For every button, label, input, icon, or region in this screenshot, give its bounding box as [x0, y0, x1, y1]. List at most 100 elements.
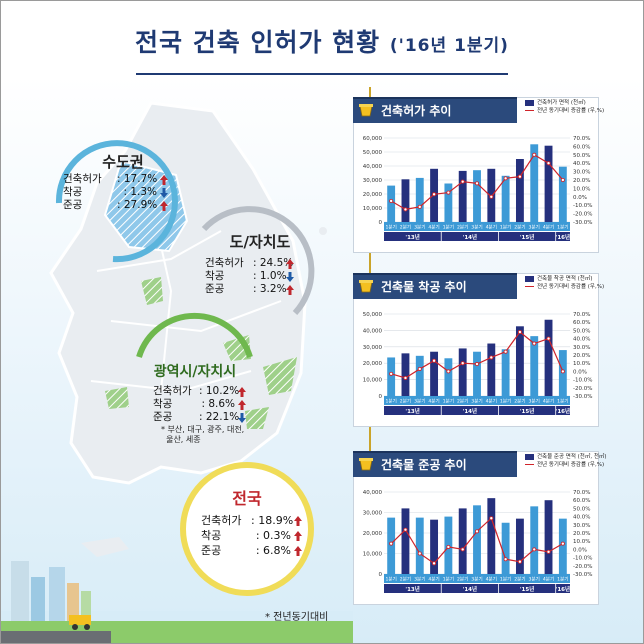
line-point	[532, 152, 537, 157]
category-label: 1분기	[443, 576, 454, 583]
legend-item-line: 전년 동기대비 증감률 (우,%)	[525, 283, 604, 291]
bar	[444, 183, 453, 222]
stat-value: : 8.6%	[201, 398, 235, 410]
line-point	[560, 541, 565, 546]
cityscape-illustration	[1, 561, 353, 643]
bar	[430, 519, 439, 574]
left-tick-label: 20,000	[363, 192, 383, 198]
category-label: 3분기	[529, 398, 540, 405]
category-label: 1분기	[385, 576, 396, 583]
stat-label: 착공	[205, 270, 225, 282]
left-tick-label: 60,000	[363, 136, 383, 142]
bar	[544, 319, 553, 396]
category-label: 3분기	[414, 398, 425, 405]
year-label: '15년	[520, 233, 534, 241]
bar	[415, 355, 424, 396]
bar	[444, 358, 453, 396]
line-point	[503, 349, 508, 354]
bar	[387, 357, 396, 396]
bar	[501, 175, 510, 222]
bar	[458, 170, 467, 222]
national-start-row: 착공: 0.3%	[201, 528, 302, 543]
legend-label: 건축물 착공 면적 (천㎡)	[537, 276, 593, 282]
year-label: '16년	[556, 233, 570, 241]
right-tick-label: 20.0%	[573, 531, 590, 537]
category-label: 2분기	[400, 398, 411, 405]
line-point	[560, 369, 565, 374]
legend-label: 전년 동기대비 증감률 (우,%)	[537, 462, 605, 468]
legend-item-bars: 건축허가 면적 (천㎡)	[525, 99, 604, 107]
national-complete-row: 준공: 6.8%	[201, 543, 302, 558]
ulleung-island	[319, 227, 327, 235]
year-band	[384, 232, 570, 241]
right-tick-label: 40.0%	[573, 337, 590, 343]
line-point	[503, 176, 508, 181]
line-point	[489, 516, 494, 521]
line-point	[532, 547, 537, 552]
stat-label: 건축허가	[205, 257, 244, 269]
right-tick-label: 30.0%	[573, 170, 590, 176]
bar	[544, 145, 553, 222]
down-arrow-icon	[238, 412, 246, 423]
bar	[558, 518, 567, 574]
right-tick-label: -20.0%	[573, 212, 592, 218]
capital-start-row: 착공: 1.3%	[63, 186, 168, 199]
line-point	[560, 178, 565, 183]
bar	[415, 517, 424, 574]
year-label: '13년	[405, 585, 419, 593]
stat-label: 착공	[201, 529, 222, 542]
year-label: '13년	[405, 233, 419, 241]
provinces-ring	[201, 206, 315, 316]
jeju-island	[81, 537, 129, 557]
category-label: 2분기	[400, 224, 411, 231]
bar	[473, 170, 481, 222]
chart-start: 0 10,000 20,000 30,000 40,000 50,000 -30.0% -20…	[363, 312, 592, 415]
category-label: 2분기	[514, 398, 525, 405]
right-tick-label: 20.0%	[573, 178, 590, 184]
left-tick-label: 30,000	[363, 345, 383, 351]
stat-label: 건축허가	[63, 173, 102, 185]
right-tick-label: 60.0%	[573, 498, 590, 504]
right-tick-label: 10.0%	[573, 186, 590, 192]
bar	[558, 166, 567, 222]
stat-label: 준공	[153, 411, 173, 423]
year-band	[384, 406, 570, 415]
category-label: 3분기	[529, 224, 540, 231]
capital-ring	[55, 140, 178, 263]
category-label: 4분기	[543, 224, 554, 231]
stat-value: : 27.9%	[117, 199, 158, 211]
right-tick-label: 50.0%	[573, 506, 590, 512]
line-point	[489, 194, 494, 199]
bucket-icon	[359, 280, 373, 293]
line-point	[417, 366, 422, 371]
bar	[458, 508, 467, 574]
line-point	[389, 199, 394, 204]
line-point	[403, 375, 408, 380]
category-label: 4분기	[486, 398, 497, 405]
category-label: 2분기	[514, 224, 525, 231]
up-arrow-icon	[294, 530, 302, 541]
stat-label: 착공	[63, 186, 83, 198]
title-sub: ('16년 1분기)	[389, 36, 509, 56]
chain-3	[369, 425, 371, 451]
left-tick-label: 10,000	[363, 206, 383, 212]
bar	[530, 336, 539, 396]
stat-label: 준공	[201, 544, 222, 557]
panel-title-permit: 건축허가 추이	[381, 104, 452, 118]
legend-start: 건축물 착공 면적 (천㎡) 전년 동기대비 증감률 (우,%)	[525, 275, 604, 291]
right-tick-label: 10.0%	[573, 361, 590, 367]
panel-title-complete: 건축물 준공 추이	[381, 458, 467, 472]
left-tick-label: 40,000	[363, 328, 383, 334]
down-arrow-icon	[160, 187, 168, 198]
category-label: 3분기	[471, 398, 482, 405]
metro-title: 광역시/자치시	[153, 364, 237, 380]
left-tick-label: 30,000	[363, 178, 383, 184]
right-tick-label: 0.0%	[573, 195, 587, 201]
provinces-permit-row: 건축허가: 24.5%	[205, 257, 294, 270]
line-point	[389, 541, 394, 546]
up-arrow-icon	[294, 545, 302, 556]
line-point	[517, 330, 522, 335]
metro-area-3	[263, 357, 297, 395]
national-title: 전국	[232, 489, 262, 508]
right-tick-label: 50.0%	[573, 328, 590, 334]
